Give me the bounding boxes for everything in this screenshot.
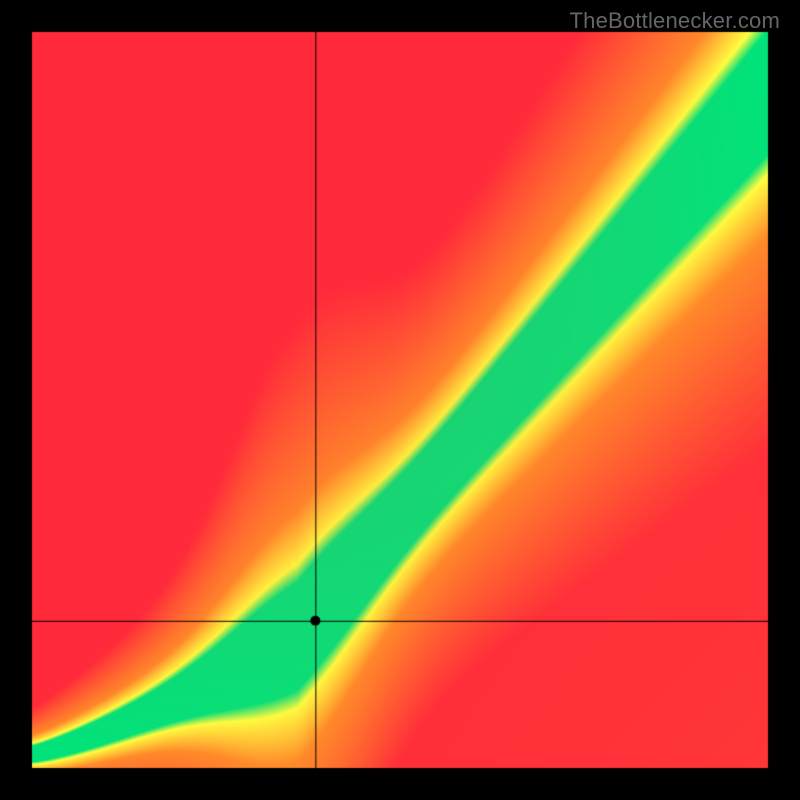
- watermark-label: TheBottlenecker.com: [570, 8, 780, 34]
- bottleneck-heatmap: [0, 0, 800, 800]
- bottleneck-chart-container: { "chart": { "type": "heatmap", "width":…: [0, 0, 800, 800]
